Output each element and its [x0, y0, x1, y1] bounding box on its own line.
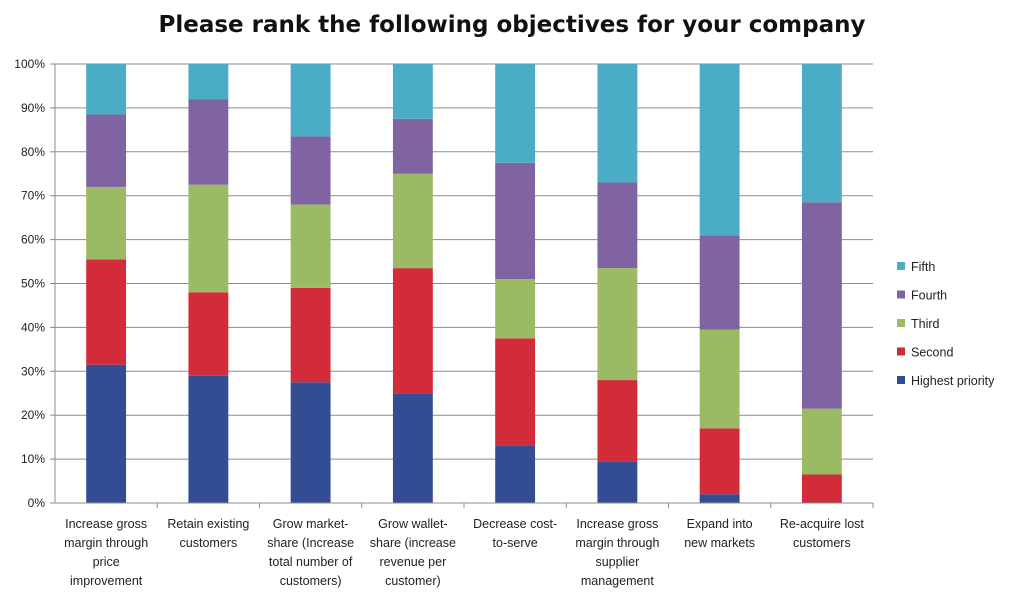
y-tick-label: 40%	[21, 320, 45, 334]
bar-segment-fourth	[699, 235, 740, 330]
legend-swatch	[897, 262, 905, 270]
bar-segment-fourth	[392, 118, 433, 174]
bar-segment-fifth	[801, 64, 842, 203]
bar-segment-third	[495, 279, 536, 339]
chart-title: Please rank the following objectives for…	[158, 12, 866, 38]
bar-segment-fifth	[495, 64, 536, 163]
bar-segment-fourth	[188, 99, 229, 185]
legend-swatch	[897, 376, 905, 384]
bar-segment-second	[495, 338, 536, 446]
bar-segment-third	[290, 204, 331, 288]
x-tick-label: Re-acquire lost customers	[780, 517, 865, 550]
y-tick-label: 10%	[21, 452, 45, 466]
legend-swatch	[897, 347, 905, 356]
bar-segment-highest-priority	[290, 382, 331, 503]
x-tick-label: Decrease cost-to-serve	[473, 517, 557, 550]
bar-segment-fourth	[597, 182, 638, 269]
bar-segment-fifth	[86, 64, 127, 115]
bar-segment-third	[86, 186, 127, 260]
legend-label: Highest priority	[911, 374, 995, 388]
x-tick-label: Grow wallet-share (increase revenue per cu…	[370, 517, 456, 588]
x-tick-label: Retain existing customers	[167, 517, 249, 550]
bar-segment-third	[597, 268, 638, 381]
bar-segment-highest-priority	[392, 393, 433, 503]
bar-segment-third	[392, 173, 433, 269]
legend-label: Fifth	[911, 260, 935, 274]
x-tick-label: Grow market-share (Increase total number …	[267, 517, 354, 588]
bar-segment-fourth	[495, 162, 536, 280]
x-tick-label: Increase gross margin through supplier mana…	[575, 517, 659, 588]
bar-segment-fourth	[801, 202, 842, 409]
bar-segment-fifth	[188, 64, 229, 100]
bar-segment-highest-priority	[495, 445, 536, 503]
bar-segment-fifth	[699, 64, 740, 236]
y-tick-label: 100%	[14, 57, 45, 71]
y-tick-label: 90%	[21, 101, 45, 115]
x-tick-label: Increase gross margin through price improve…	[64, 517, 148, 588]
legend: Fifth Fourth Third Second Highest priority	[897, 260, 995, 388]
bar-segment-second	[597, 380, 638, 462]
bar-segment-fourth	[86, 114, 127, 187]
legend-swatch	[897, 290, 905, 299]
bar-segment-fourth	[290, 136, 331, 205]
y-tick-label: 60%	[21, 233, 45, 247]
bar-segment-third	[801, 408, 842, 475]
bar-segment-highest-priority	[597, 461, 638, 503]
bar-segment-second	[290, 287, 331, 383]
gridlines	[55, 63, 873, 504]
y-tick-label: 0%	[28, 496, 46, 510]
bar-segment-second	[801, 474, 842, 503]
y-tick-label: 50%	[21, 277, 45, 291]
y-tick-label: 70%	[21, 189, 45, 203]
bar-segment-fifth	[392, 64, 433, 119]
bar-segment-third	[188, 184, 229, 293]
bar-segment-second	[86, 259, 127, 365]
bar-segment-third	[699, 329, 740, 429]
legend-label: Third	[911, 317, 940, 331]
axes: 0% 10% 20% 30% 40% 50% 60% 70% 80% 90% 100% Increas…	[14, 57, 874, 588]
bar-segment-second	[392, 268, 433, 394]
legend-label: Fourth	[911, 289, 947, 303]
legend-label: Second	[911, 346, 953, 360]
bar-segment-second	[699, 428, 740, 495]
bar-segment-second	[188, 292, 229, 376]
bars	[86, 64, 842, 503]
bar-segment-fifth	[597, 64, 638, 183]
bar-segment-highest-priority	[86, 364, 127, 503]
x-tick-label: Expand into new markets	[684, 517, 755, 550]
bar-segment-highest-priority	[699, 494, 740, 503]
bar-segment-fifth	[290, 64, 331, 137]
y-tick-label: 80%	[21, 145, 45, 159]
y-tick-label: 30%	[21, 364, 45, 378]
bar-segment-highest-priority	[188, 375, 229, 503]
legend-swatch	[897, 319, 905, 327]
y-tick-label: 20%	[21, 408, 45, 422]
